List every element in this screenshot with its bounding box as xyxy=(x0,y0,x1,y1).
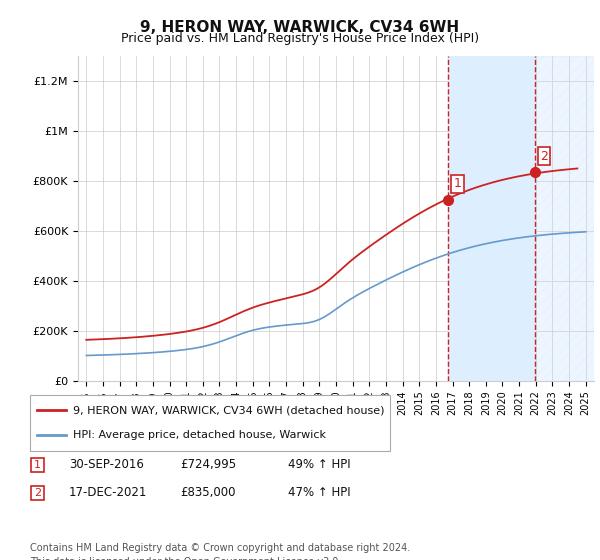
Text: 30-SEP-2016: 30-SEP-2016 xyxy=(69,458,144,472)
FancyBboxPatch shape xyxy=(30,395,390,451)
Text: 1: 1 xyxy=(454,177,461,190)
Text: £835,000: £835,000 xyxy=(180,486,235,500)
Text: £724,995: £724,995 xyxy=(180,458,236,472)
Text: Contains HM Land Registry data © Crown copyright and database right 2024.
This d: Contains HM Land Registry data © Crown c… xyxy=(30,543,410,560)
Text: Price paid vs. HM Land Registry's House Price Index (HPI): Price paid vs. HM Land Registry's House … xyxy=(121,32,479,45)
Text: 9, HERON WAY, WARWICK, CV34 6WH: 9, HERON WAY, WARWICK, CV34 6WH xyxy=(140,20,460,35)
Bar xyxy=(448,56,535,381)
Text: 2: 2 xyxy=(540,150,548,163)
Text: 9, HERON WAY, WARWICK, CV34 6WH (detached house): 9, HERON WAY, WARWICK, CV34 6WH (detache… xyxy=(73,405,385,416)
FancyBboxPatch shape xyxy=(31,486,44,500)
FancyBboxPatch shape xyxy=(31,458,44,472)
Text: HPI: Average price, detached house, Warwick: HPI: Average price, detached house, Warw… xyxy=(73,430,326,440)
Text: 47% ↑ HPI: 47% ↑ HPI xyxy=(288,486,350,500)
Text: 1: 1 xyxy=(34,460,41,470)
Bar xyxy=(535,56,594,381)
Text: 2: 2 xyxy=(34,488,41,498)
Text: 49% ↑ HPI: 49% ↑ HPI xyxy=(288,458,350,472)
Text: 17-DEC-2021: 17-DEC-2021 xyxy=(69,486,148,500)
Bar xyxy=(535,56,594,381)
